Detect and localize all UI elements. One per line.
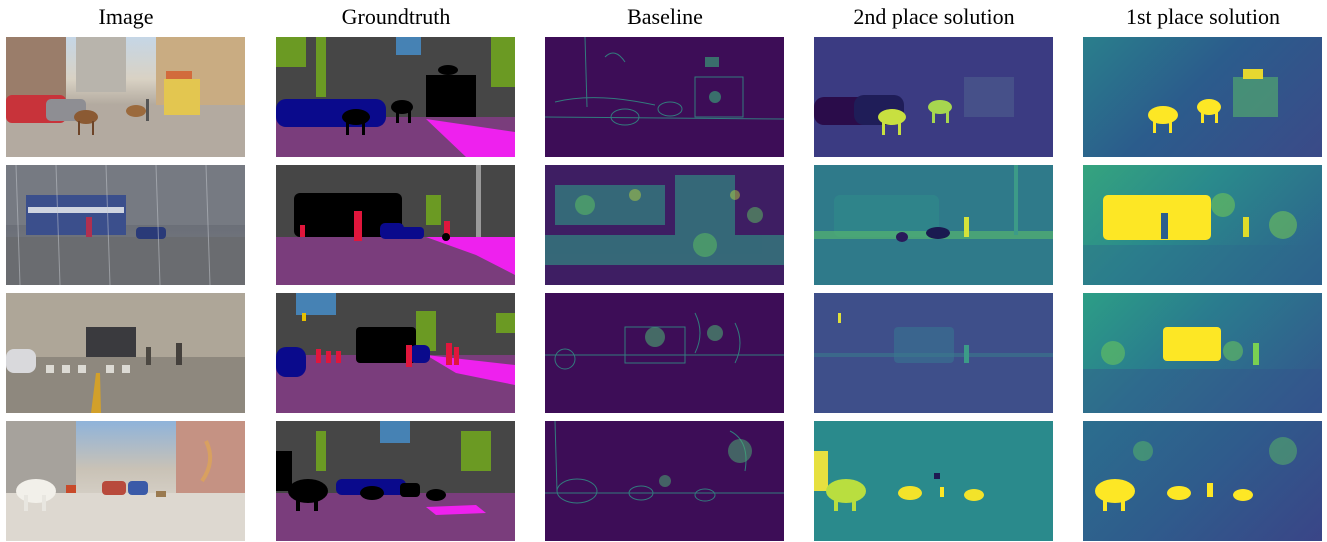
groundtruth-row-3	[276, 293, 515, 413]
column-header-baseline: Baseline	[627, 4, 703, 29]
second-place-heatmap-row-3	[814, 293, 1053, 413]
column-header-groundtruth: Groundtruth	[341, 4, 451, 29]
first-place-heatmap-row-2	[1083, 165, 1322, 285]
baseline-heatmap-row-2	[545, 165, 784, 285]
first-place-heatmap-row-4	[1083, 421, 1322, 541]
first-place-heatmap-row-3	[1083, 293, 1322, 413]
groundtruth-row-2	[276, 165, 515, 285]
second-place-heatmap-row-2	[814, 165, 1053, 285]
second-place-heatmap-row-1	[814, 37, 1053, 157]
column-header-image: Image	[98, 4, 154, 29]
baseline-heatmap-row-4	[545, 421, 784, 541]
baseline-heatmap-row-3	[545, 293, 784, 413]
input-image-row-3	[6, 293, 245, 413]
input-image-row-2	[6, 165, 245, 285]
baseline-heatmap-row-1	[545, 37, 784, 157]
input-image-row-4	[6, 421, 245, 541]
second-place-heatmap-row-4	[814, 421, 1053, 541]
input-image-row-1	[6, 37, 245, 157]
groundtruth-row-1	[276, 37, 515, 157]
column-header-2nd-place: 2nd place solution	[853, 4, 1015, 29]
column-header-1st-place: 1st place solution	[1126, 4, 1280, 29]
groundtruth-row-4	[276, 421, 515, 541]
first-place-heatmap-row-1	[1083, 37, 1322, 157]
